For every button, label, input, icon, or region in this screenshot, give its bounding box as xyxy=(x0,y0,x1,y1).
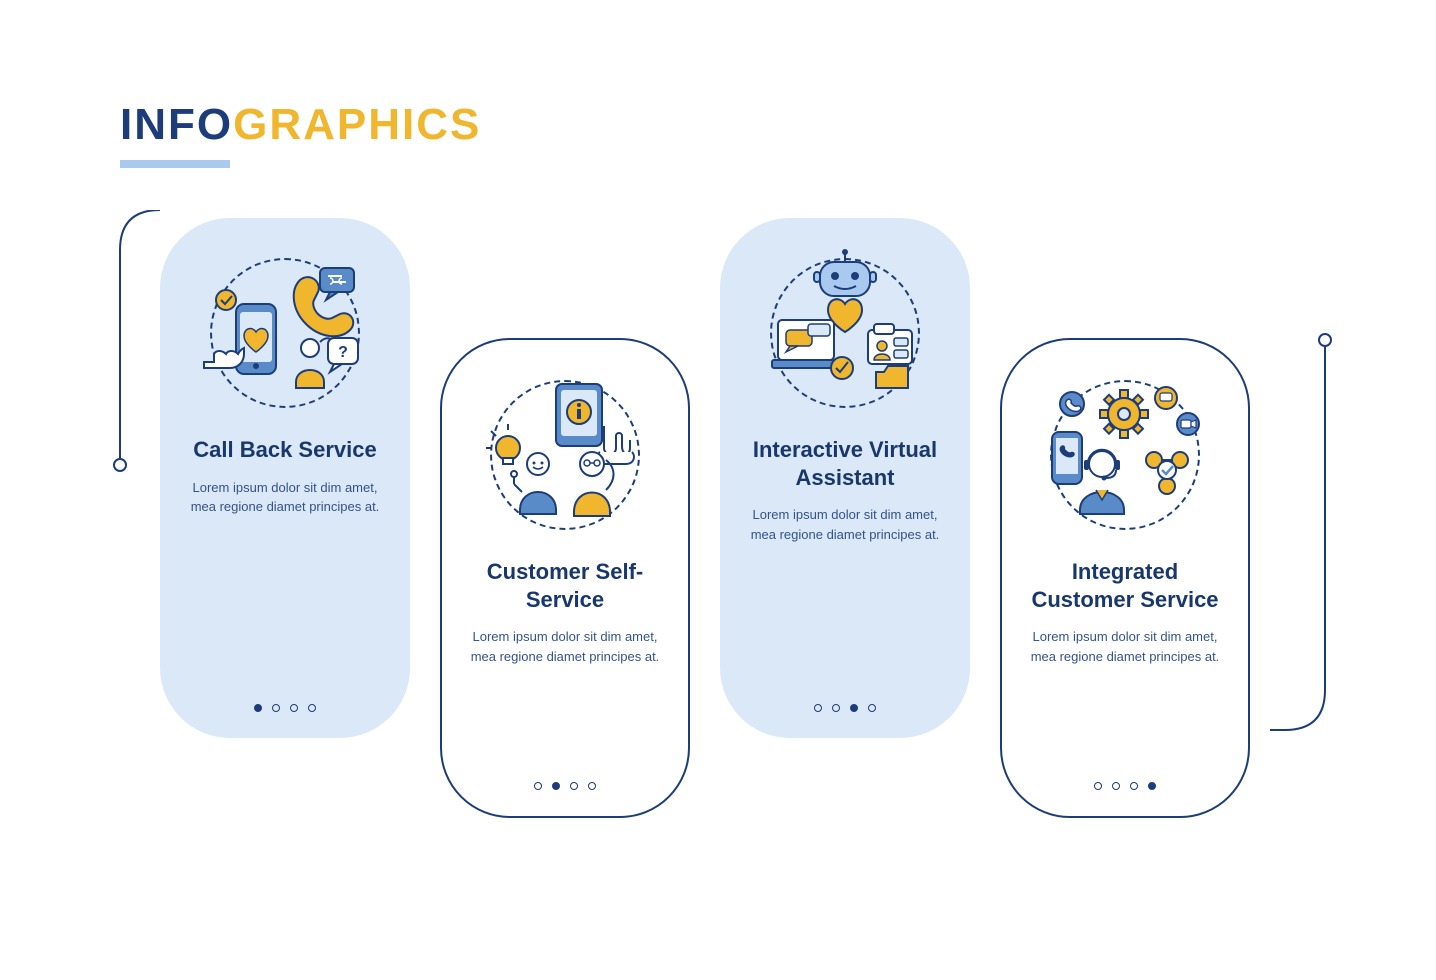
progress-dots xyxy=(720,704,970,712)
title-block: INFOGRAPHICS xyxy=(120,100,1320,168)
title-underline xyxy=(120,160,230,168)
card-title: Customer Self-Service xyxy=(466,558,664,613)
card-description: Lorem ipsum dolor sit dim amet, mea regi… xyxy=(1026,627,1224,666)
title-part-1: INFO xyxy=(120,100,233,149)
card-title: Interactive Virtual Assistant xyxy=(744,436,946,491)
card-title: Integrated Customer Service xyxy=(1026,558,1224,613)
card-call-back: ? Call Back Service Lorem ipsum dolor si… xyxy=(160,218,410,738)
card-description: Lorem ipsum dolor sit dim amet, mea regi… xyxy=(466,627,664,666)
infographic-canvas: INFOGRAPHICS xyxy=(120,100,1320,818)
progress-dots xyxy=(442,782,688,790)
svg-text:?: ? xyxy=(338,344,348,361)
callback-icon: ? xyxy=(200,248,370,418)
card-self-service: Customer Self-Service Lorem ipsum dolor … xyxy=(440,338,690,818)
cards-row: ? Call Back Service Lorem ipsum dolor si… xyxy=(120,218,1320,818)
bot-icon xyxy=(760,248,930,418)
card-virtual-assistant: Interactive Virtual Assistant Lorem ipsu… xyxy=(720,218,970,738)
progress-dots xyxy=(160,704,410,712)
card-description: Lorem ipsum dolor sit dim amet, mea regi… xyxy=(744,505,946,544)
infographic-title: INFOGRAPHICS xyxy=(120,100,1320,150)
title-part-2: GRAPHICS xyxy=(233,100,481,149)
selfservice-icon xyxy=(480,370,650,540)
card-description: Lorem ipsum dolor sit dim amet, mea regi… xyxy=(184,478,386,517)
card-integrated-service: Integrated Customer Service Lorem ipsum … xyxy=(1000,338,1250,818)
card-title: Call Back Service xyxy=(184,436,386,464)
progress-dots xyxy=(1002,782,1248,790)
integrated-icon xyxy=(1040,370,1210,540)
